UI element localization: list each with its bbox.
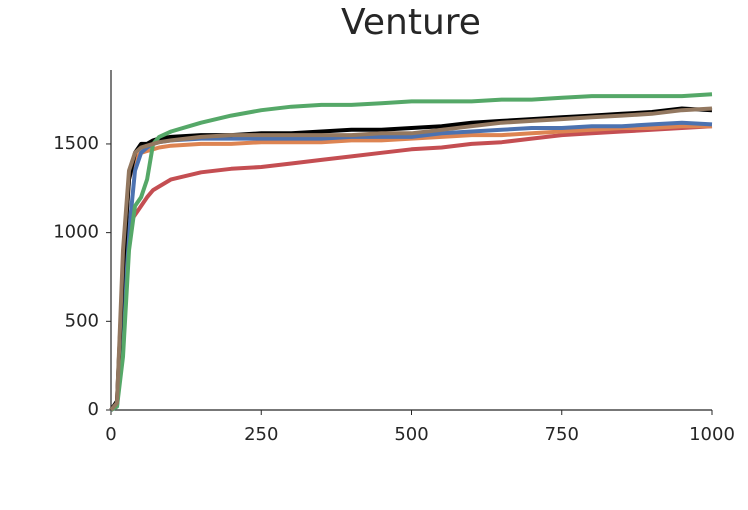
y-tick-label: 500	[65, 310, 99, 331]
series-line	[109, 106, 713, 412]
x-tick-label: 1000	[689, 424, 735, 445]
x-tick-label: 250	[244, 424, 278, 445]
x-tick-label: 500	[394, 424, 428, 445]
series-line	[109, 92, 713, 412]
x-tick-label: 750	[545, 424, 579, 445]
chart-title: Venture	[341, 2, 481, 43]
x-tick-label: 0	[105, 424, 116, 445]
series-line	[109, 124, 713, 412]
series-line	[109, 106, 713, 412]
series-line	[109, 124, 712, 412]
series-line	[109, 120, 713, 412]
y-tick-label: 0	[88, 399, 99, 420]
y-tick-label: 1500	[53, 133, 99, 154]
y-tick-label: 1000	[53, 222, 99, 243]
